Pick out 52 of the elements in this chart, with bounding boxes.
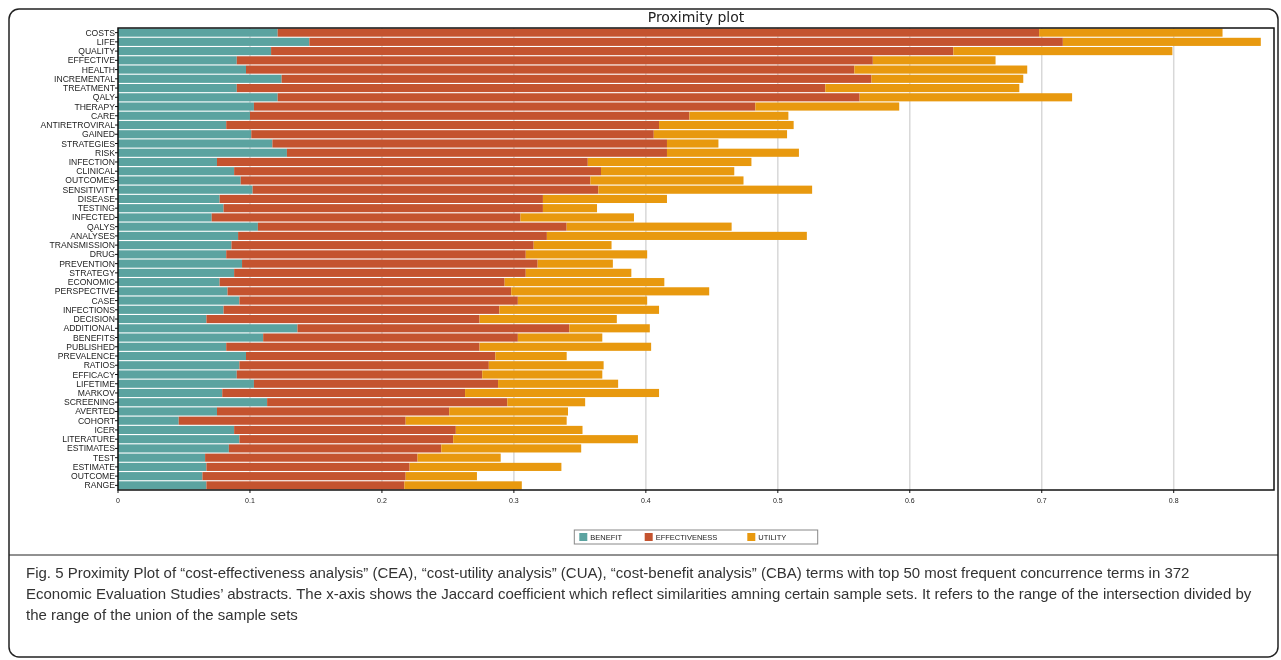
y-tick-label: LIFE (96, 36, 116, 47)
y-tick-label: ANALYSES (70, 230, 116, 241)
y-tick-label: EFFICACY (72, 369, 116, 380)
y-tick-label: RANGE (84, 480, 116, 491)
y-tick-label: TRANSMISSION (49, 240, 115, 251)
y-tick-label: SCREENING (63, 397, 116, 408)
y-tick-label: CASE (91, 295, 116, 306)
y-tick-label: ADDITIONAL (63, 323, 116, 334)
y-tick-label: EFFECTIVE (67, 55, 116, 66)
y-tick-label: STRATEGIES (61, 138, 116, 149)
y-tick-label: TEST (93, 452, 116, 463)
y-tick-label: OUTCOME (71, 471, 116, 482)
y-tick-label: QALYS (86, 221, 116, 232)
caption: Fig. 5 Proximity Plot of “cost-effectiveness analysis” (CEA), “cost-utility analysis” (CUA), “cost-benefit analysis” (CBA) terms with top 50 most frequent concurrence terms in 372 Economic Evaluation Studies’ abstracts. The x-axis shows the Jaccard coefficient which reflect similarities amning certain sample sets. It refers to the range of the intersection divided by the range of the union of the sample sets (26, 564, 1252, 623)
y-tick-label: INFECTED (72, 212, 115, 223)
y-tick-label: STRATEGY (69, 267, 116, 278)
y-tick-label: TREATMENT (63, 83, 116, 94)
y-tick-label: DRUG (89, 249, 116, 260)
y-tick-label: RISK (94, 147, 116, 158)
y-tick-label: AVERTED (75, 406, 115, 417)
y-tick-label: COSTS (85, 27, 116, 38)
y-tick-label: PREVALENCE (57, 351, 116, 362)
y-tick-label: LIFETIME (76, 378, 116, 389)
y-tick-label: PREVENTION (59, 258, 115, 269)
y-tick-label: RATIOS (83, 360, 116, 371)
y-tick-label: ICER (94, 424, 115, 435)
y-tick-label: CLINICAL (76, 166, 116, 177)
y-tick-label: ESTIMATE (72, 461, 116, 472)
y-tick-label: GAINED (82, 129, 115, 140)
y-tick-label: ESTIMATES (66, 443, 116, 454)
y-tick-label: OUTCOMES (65, 175, 116, 186)
y-tick-label: COHORT (77, 415, 116, 426)
y-tick-label: LITERATURE (62, 434, 116, 445)
y-tick-label: THERAPY (74, 101, 116, 112)
y-tick-label: DECISION (73, 314, 115, 325)
y-tick-label: PUBLISHED (66, 341, 115, 352)
y-tick-label: BENEFITS (72, 332, 116, 343)
y-tick-label: QUALITY (78, 46, 116, 57)
y-tick-label: QALY (92, 92, 116, 103)
y-tick-label: MARKOV (77, 387, 116, 398)
y-tick-label: ANTIRETROVIRAL (40, 120, 116, 131)
chart-title: Proximity plot (647, 9, 745, 25)
y-tick-label: SENSITIVITY (62, 184, 116, 195)
y-tick-label: INCREMENTAL (54, 73, 116, 84)
y-tick-label: DISEASE (77, 193, 116, 204)
y-tick-label: INFECTIONS (62, 304, 116, 315)
y-tick-label: TESTING (77, 203, 116, 214)
y-tick-label: ECONOMIC (67, 277, 115, 288)
y-tick-label: INFECTION (68, 156, 115, 167)
y-tick-label: CARE (91, 110, 116, 121)
y-tick-label: PERSPECTIVE (54, 286, 116, 297)
y-tick-label: HEALTH (81, 64, 115, 75)
